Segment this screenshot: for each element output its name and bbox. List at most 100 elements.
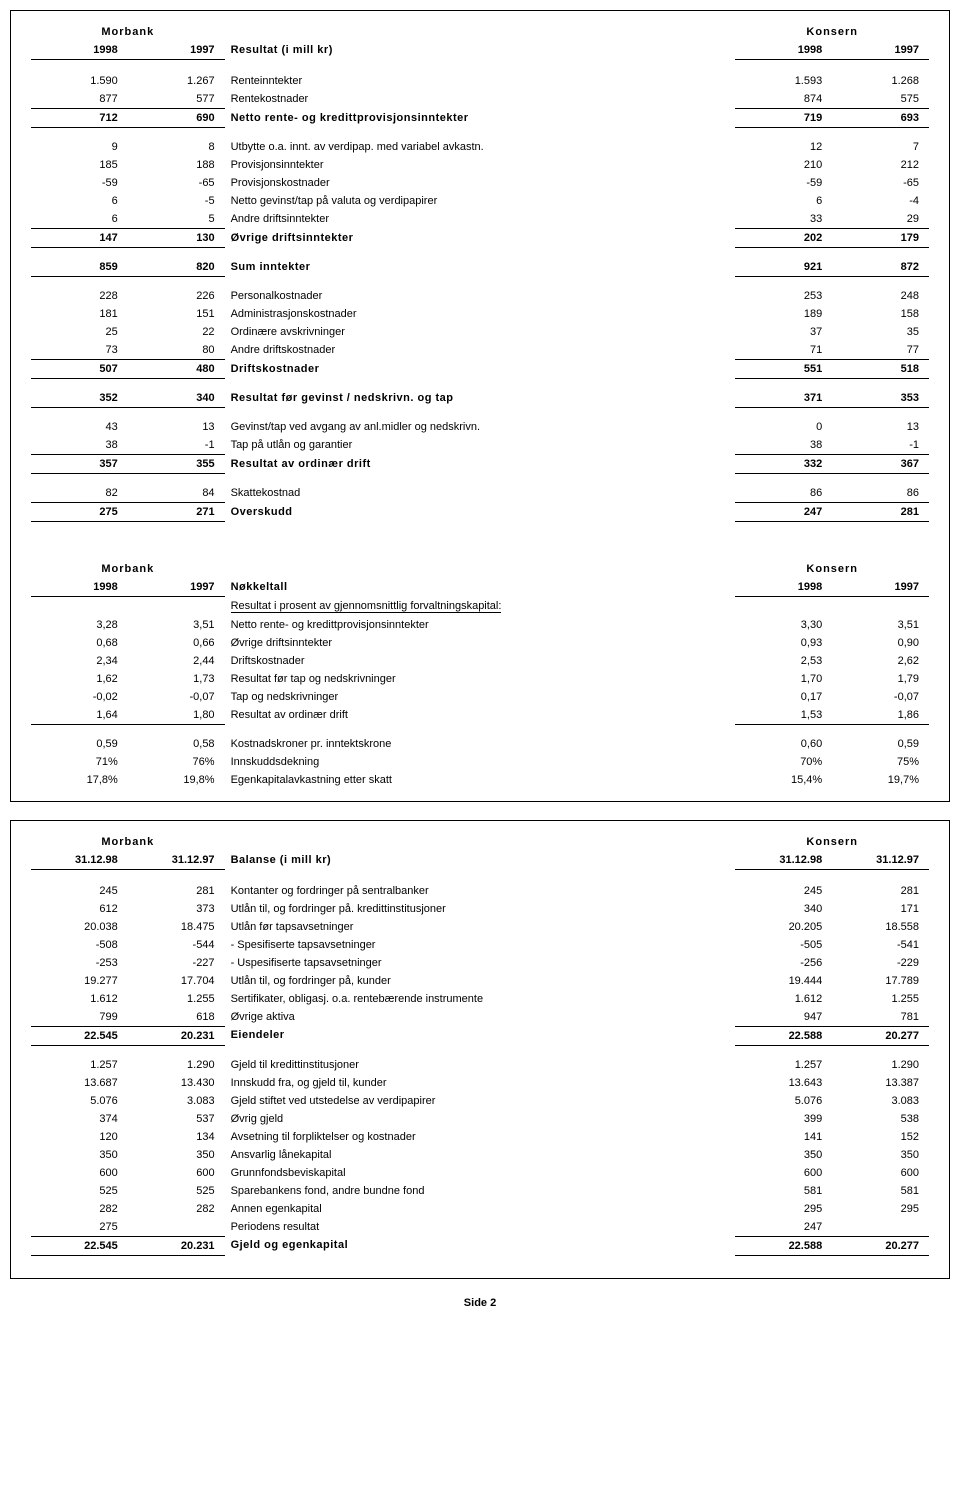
konsern-col1: -59 <box>735 174 832 192</box>
konsern-col2: 295 <box>832 1200 929 1218</box>
konsern-col2: 781 <box>832 1008 929 1027</box>
morbank-col1: 2,34 <box>31 652 128 670</box>
konsern-col2: 18.558 <box>832 918 929 936</box>
morbank-col1: 1,62 <box>31 670 128 688</box>
konsern-col1: 947 <box>735 1008 832 1027</box>
morbank-col1: 181 <box>31 305 128 323</box>
konsern-col2: 86 <box>832 484 929 503</box>
table-row: 507480Driftskostnader551518 <box>31 360 929 379</box>
table-row: 22.54520.231Eiendeler22.58820.277 <box>31 1026 929 1045</box>
konsern-col2: 872 <box>832 258 929 277</box>
table-row: 181151Administrasjonskostnader189158 <box>31 305 929 323</box>
morbank-col1: 0,68 <box>31 634 128 652</box>
morbank-col2: 20.231 <box>128 1236 225 1255</box>
konsern-col2: 158 <box>832 305 929 323</box>
morbank-col2: 2,44 <box>128 652 225 670</box>
table-row: 712690Netto rente- og kredittprovisjonsi… <box>31 109 929 128</box>
morbank-col1: 507 <box>31 360 128 379</box>
konsern-col2: 3.083 <box>832 1092 929 1110</box>
konsern-header: Konsern <box>735 23 929 41</box>
morbank-col2: 188 <box>128 156 225 174</box>
row-label: Innskuddsdekning <box>225 753 736 771</box>
konsern-col1: 210 <box>735 156 832 174</box>
morbank-col2: 820 <box>128 258 225 277</box>
col-header-k1: 31.12.98 <box>735 851 832 870</box>
konsern-col1: 22.588 <box>735 1026 832 1045</box>
morbank-col2: 618 <box>128 1008 225 1027</box>
row-label: Periodens resultat <box>225 1218 736 1237</box>
row-label: - Spesifiserte tapsavsetninger <box>225 936 736 954</box>
row-label: Resultat av ordinær drift <box>225 455 736 474</box>
table-row: 352340Resultat før gevinst / nedskrivn. … <box>31 389 929 408</box>
morbank-col2: -1 <box>128 436 225 455</box>
nokkeltall-table: MorbankKonsern19981997Nøkkeltall19981997… <box>31 560 929 789</box>
konsern-col2: 0,90 <box>832 634 929 652</box>
column-header-row: 19981997Nøkkeltall19981997 <box>31 578 929 597</box>
subtitle-text: Resultat i prosent av gjennomsnittlig fo… <box>225 597 736 616</box>
konsern-col1: 295 <box>735 1200 832 1218</box>
konsern-col1: 15,4% <box>735 771 832 789</box>
konsern-col2: 0,59 <box>832 735 929 753</box>
table-row: 374537Øvrig gjeld399538 <box>31 1110 929 1128</box>
row-label: Sum inntekter <box>225 258 736 277</box>
resultat-box: MorbankKonsern19981997Resultat (i mill k… <box>10 10 950 802</box>
table-row: 185188Provisjonsinntekter210212 <box>31 156 929 174</box>
row-label: Provisjonsinntekter <box>225 156 736 174</box>
row-label: Egenkapitalavkastning etter skatt <box>225 771 736 789</box>
konsern-col1: 0,17 <box>735 688 832 706</box>
morbank-col1: 13.687 <box>31 1074 128 1092</box>
morbank-col2: 350 <box>128 1146 225 1164</box>
konsern-col1: 86 <box>735 484 832 503</box>
konsern-col2: -0,07 <box>832 688 929 706</box>
morbank-col2: 537 <box>128 1110 225 1128</box>
row-label: - Uspesifiserte tapsavsetninger <box>225 954 736 972</box>
row-label: Utlån til, og fordringer på. kredittinst… <box>225 900 736 918</box>
row-label: Skattekostnad <box>225 484 736 503</box>
table-row: 275271Overskudd247281 <box>31 503 929 522</box>
row-label: Administrasjonskostnader <box>225 305 736 323</box>
morbank-col2: 8 <box>128 138 225 156</box>
konsern-col1: 33 <box>735 210 832 229</box>
morbank-col2: 1,80 <box>128 706 225 725</box>
row-label: Resultat av ordinær drift <box>225 706 736 725</box>
morbank-col1: 6 <box>31 192 128 210</box>
konsern-col2: 518 <box>832 360 929 379</box>
row-label: Driftskostnader <box>225 652 736 670</box>
konsern-col1: 22.588 <box>735 1236 832 1255</box>
table-row: 600600Grunnfondsbeviskapital600600 <box>31 1164 929 1182</box>
subtitle-row: Resultat i prosent av gjennomsnittlig fo… <box>31 597 929 616</box>
morbank-col2: 1.290 <box>128 1056 225 1074</box>
table-row: 877577Rentekostnader874575 <box>31 90 929 109</box>
konsern-col2: 538 <box>832 1110 929 1128</box>
morbank-col2 <box>128 1218 225 1237</box>
konsern-col1: 921 <box>735 258 832 277</box>
konsern-col2: 1.290 <box>832 1056 929 1074</box>
row-label: Driftskostnader <box>225 360 736 379</box>
konsern-col2: 1,86 <box>832 706 929 725</box>
table-row: 282282Annen egenkapital295295 <box>31 1200 929 1218</box>
table-row: 799618Øvrige aktiva947781 <box>31 1008 929 1027</box>
morbank-col1: 1,64 <box>31 706 128 725</box>
morbank-col2: 151 <box>128 305 225 323</box>
morbank-col2: 690 <box>128 109 225 128</box>
row-label: Øvrige driftsinntekter <box>225 634 736 652</box>
morbank-col1: 3,28 <box>31 616 128 634</box>
table-row: 0,680,66Øvrige driftsinntekter0,930,90 <box>31 634 929 652</box>
morbank-col1: 5.076 <box>31 1092 128 1110</box>
col-header-title: Balanse (i mill kr) <box>225 851 736 870</box>
table-row: 357355Resultat av ordinær drift332367 <box>31 455 929 474</box>
table-row: 22.54520.231Gjeld og egenkapital22.58820… <box>31 1236 929 1255</box>
table-row: 13.68713.430Innskudd fra, og gjeld til, … <box>31 1074 929 1092</box>
col-header-m2: 1997 <box>128 41 225 60</box>
morbank-col1: 1.612 <box>31 990 128 1008</box>
morbank-col2: 84 <box>128 484 225 503</box>
morbank-col1: -59 <box>31 174 128 192</box>
morbank-col2: 5 <box>128 210 225 229</box>
row-label: Renteinntekter <box>225 72 736 90</box>
morbank-col2: 281 <box>128 882 225 900</box>
morbank-col1: 275 <box>31 503 128 522</box>
resultat-table: MorbankKonsern19981997Resultat (i mill k… <box>31 23 929 532</box>
table-row: 17,8%19,8%Egenkapitalavkastning etter sk… <box>31 771 929 789</box>
row-label: Personalkostnader <box>225 287 736 305</box>
morbank-col1: 1.590 <box>31 72 128 90</box>
